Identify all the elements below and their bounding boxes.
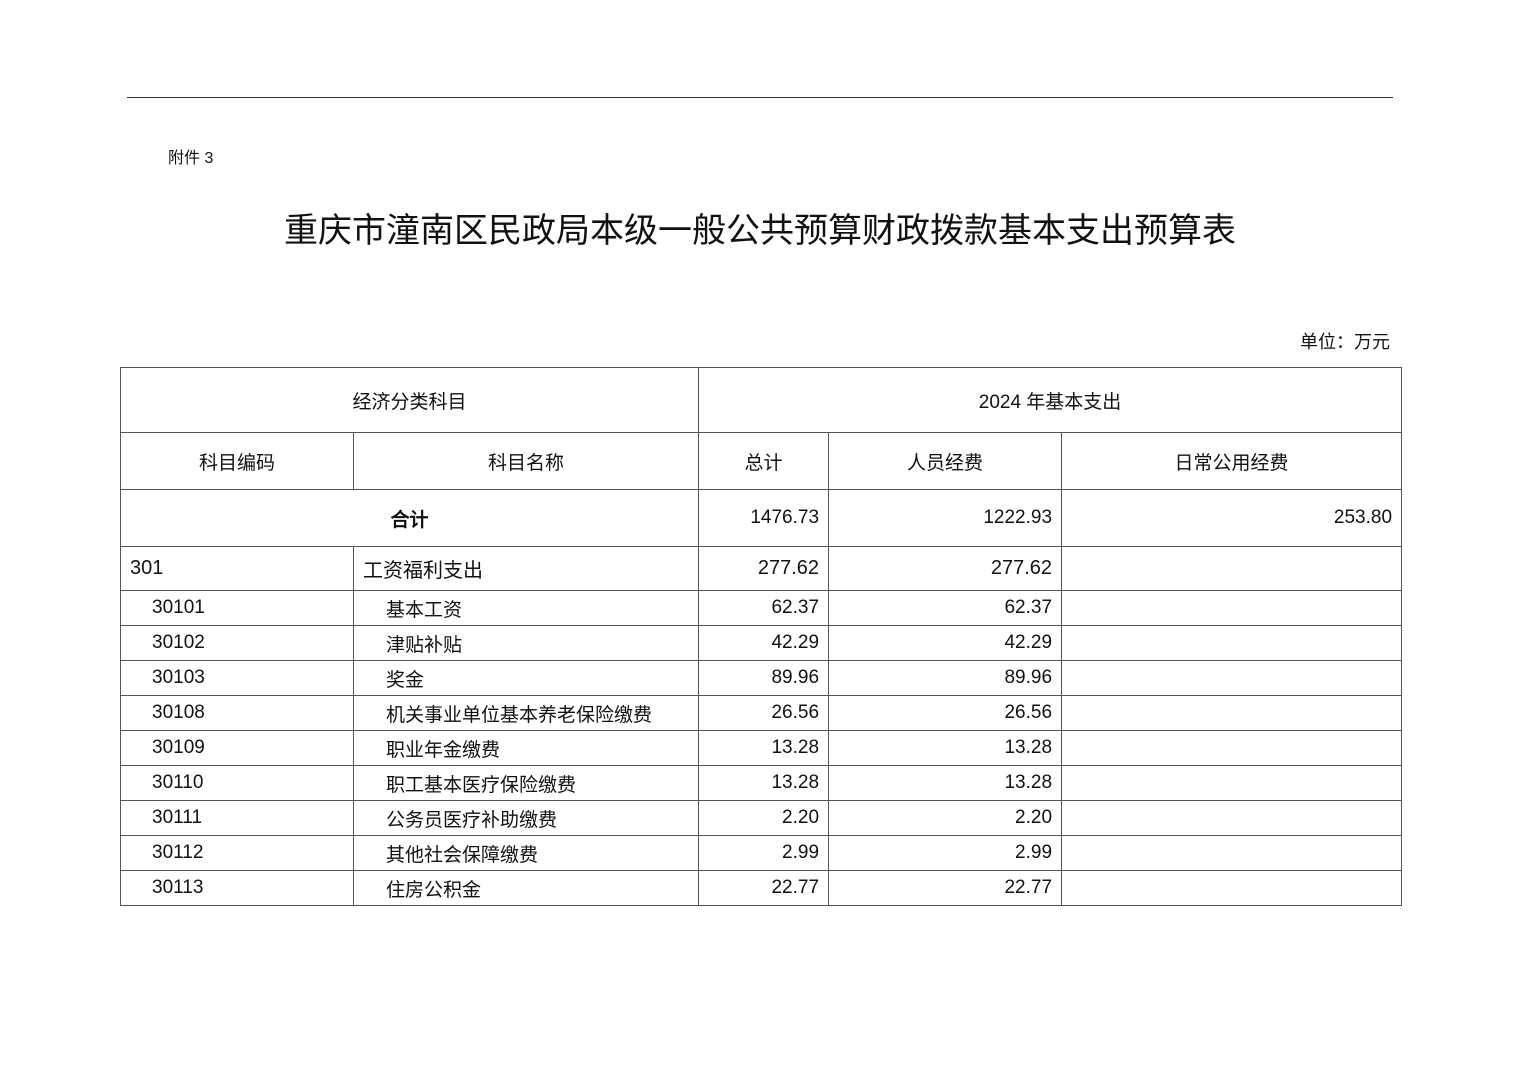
cell-total: 2.99: [698, 835, 830, 871]
header-name: 科目名称: [352, 432, 700, 490]
cell-personnel: 89.96: [828, 660, 1063, 696]
totals-total: 1476.73: [698, 489, 830, 547]
header-economic-category: 经济分类科目: [119, 367, 700, 433]
cell-code: 30112: [120, 835, 354, 871]
cell-public: [1061, 730, 1403, 766]
cell-name: 职业年金缴费: [352, 730, 700, 766]
cell-code: 30111: [120, 800, 354, 836]
cell-total: 89.96: [698, 660, 830, 696]
cell-code: 30102: [120, 625, 354, 661]
cell-personnel: 13.28: [828, 730, 1063, 766]
cell-name: 机关事业单位基本养老保险缴费: [352, 695, 700, 731]
cell-personnel: 22.77: [828, 870, 1063, 906]
cell-name: 其他社会保障缴费: [352, 835, 700, 871]
header-total: 总计: [698, 432, 830, 490]
table-row: 30101 基本工资 62.37 62.37: [120, 590, 1403, 626]
totals-row: 合计 1476.73 1222.93 253.80: [119, 489, 1403, 547]
unit-label: 单位：万元: [1300, 332, 1390, 352]
header-row-columns: 科目编码 科目名称 总计 人员经费 日常公用经费: [120, 432, 1403, 490]
page-title: 重庆市潼南区民政局本级一般公共预算财政拨款基本支出预算表: [284, 211, 1236, 251]
header-basic-expenditure: 2024 年基本支出: [698, 367, 1403, 433]
attachment-label: 附件 3: [168, 150, 214, 167]
cell-name: 工资福利支出: [352, 546, 700, 591]
cell-code: 30103: [120, 660, 354, 696]
cell-personnel: 277.62: [828, 546, 1063, 591]
cell-code: 30108: [120, 695, 354, 731]
cell-code: 30101: [120, 590, 354, 626]
header-rule: [127, 97, 1393, 98]
header-public: 日常公用经费: [1061, 432, 1403, 490]
header-personnel: 人员经费: [828, 432, 1063, 490]
cell-total: 22.77: [698, 870, 830, 906]
cell-personnel: 26.56: [828, 695, 1063, 731]
cell-public: [1061, 625, 1403, 661]
cell-personnel: 42.29: [828, 625, 1063, 661]
table-row: 30110 职工基本医疗保险缴费 13.28 13.28: [120, 765, 1403, 801]
cell-total: 62.37: [698, 590, 830, 626]
cell-public: [1061, 835, 1403, 871]
table-row: 30103 奖金 89.96 89.96: [120, 660, 1403, 696]
cell-name: 住房公积金: [352, 870, 700, 906]
budget-table: 经济分类科目 2024 年基本支出 科目编码 科目名称 总计 人员经费 日常公用…: [119, 367, 1403, 906]
cell-public: [1061, 800, 1403, 836]
cell-public: [1061, 590, 1403, 626]
cell-public: [1061, 546, 1403, 591]
cell-personnel: 2.20: [828, 800, 1063, 836]
totals-personnel: 1222.93: [828, 489, 1063, 547]
cell-public: [1061, 870, 1403, 906]
cell-code: 30113: [120, 870, 354, 906]
totals-public: 253.80: [1061, 489, 1403, 547]
cell-public: [1061, 765, 1403, 801]
table-row: 30113 住房公积金 22.77 22.77: [120, 870, 1403, 906]
cell-personnel: 13.28: [828, 765, 1063, 801]
cell-name: 职工基本医疗保险缴费: [352, 765, 700, 801]
header-code: 科目编码: [120, 432, 354, 490]
cell-code: 30110: [120, 765, 354, 801]
table-row: 301 工资福利支出 277.62 277.62: [120, 546, 1403, 591]
cell-total: 13.28: [698, 765, 830, 801]
cell-total: 277.62: [698, 546, 830, 591]
totals-label: 合计: [119, 489, 700, 547]
cell-personnel: 2.99: [828, 835, 1063, 871]
cell-public: [1061, 695, 1403, 731]
cell-code: 301: [120, 546, 354, 591]
cell-personnel: 62.37: [828, 590, 1063, 626]
header-row-group: 经济分类科目 2024 年基本支出: [119, 367, 1403, 433]
table-row: 30108 机关事业单位基本养老保险缴费 26.56 26.56: [120, 695, 1403, 731]
cell-code: 30109: [120, 730, 354, 766]
table-row: 30102 津贴补贴 42.29 42.29: [120, 625, 1403, 661]
cell-total: 13.28: [698, 730, 830, 766]
cell-name: 基本工资: [352, 590, 700, 626]
table-row: 30111 公务员医疗补助缴费 2.20 2.20: [120, 800, 1403, 836]
table-row: 30109 职业年金缴费 13.28 13.28: [120, 730, 1403, 766]
cell-total: 26.56: [698, 695, 830, 731]
cell-name: 津贴补贴: [352, 625, 700, 661]
cell-total: 2.20: [698, 800, 830, 836]
table-row: 30112 其他社会保障缴费 2.99 2.99: [120, 835, 1403, 871]
cell-name: 奖金: [352, 660, 700, 696]
cell-public: [1061, 660, 1403, 696]
cell-total: 42.29: [698, 625, 830, 661]
cell-name: 公务员医疗补助缴费: [352, 800, 700, 836]
